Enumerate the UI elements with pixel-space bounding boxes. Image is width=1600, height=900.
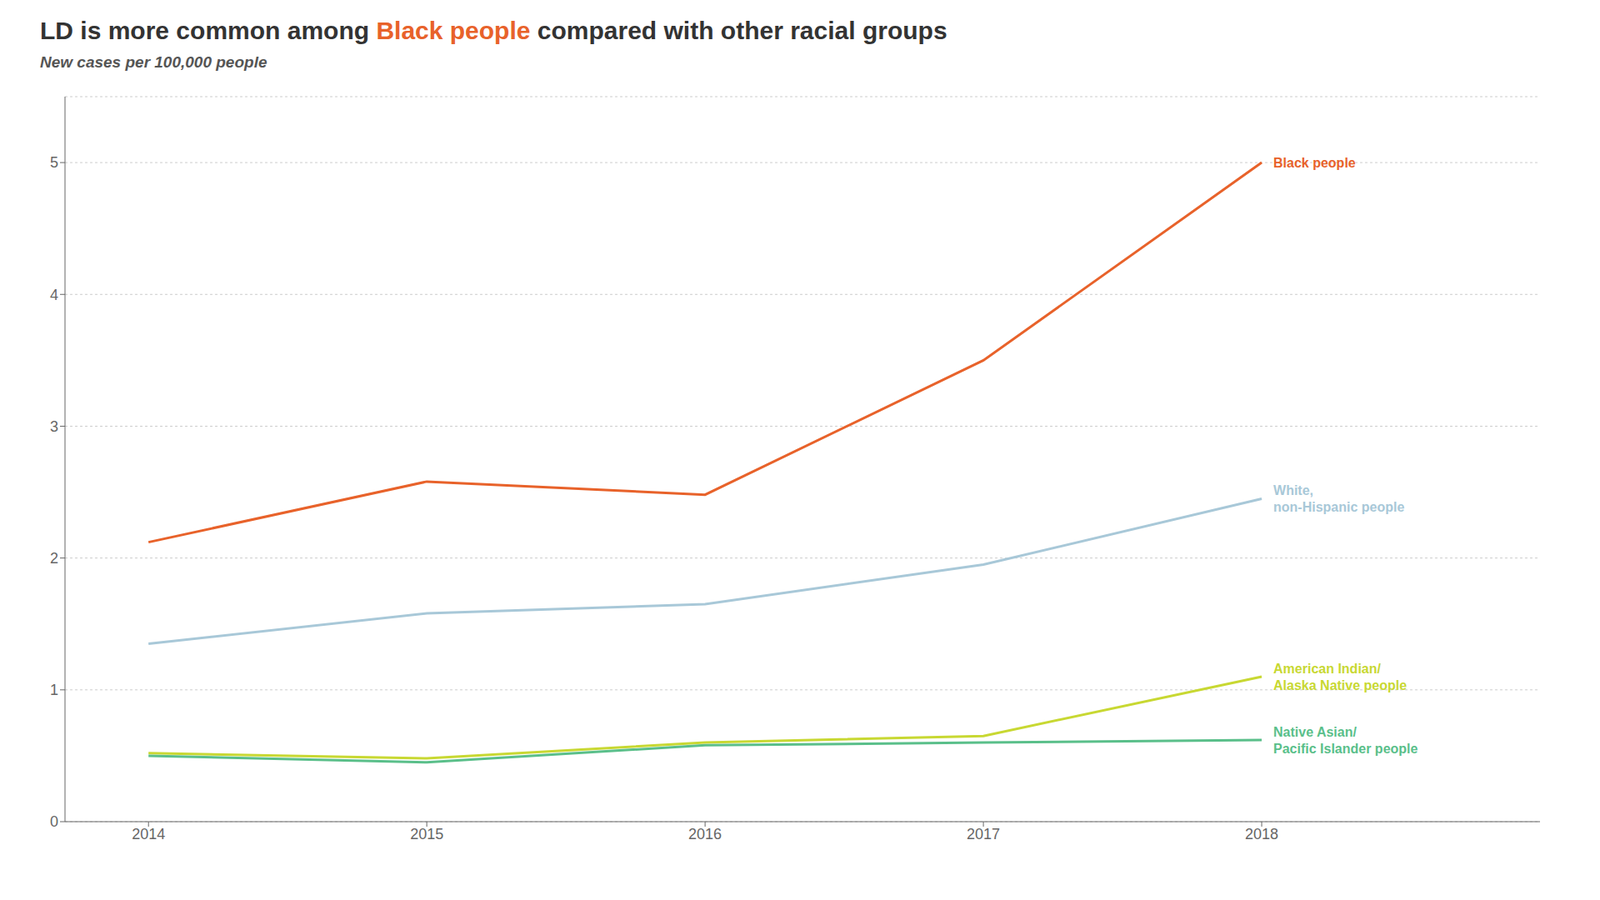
- svg-text:2018: 2018: [1245, 825, 1279, 843]
- svg-text:5: 5: [50, 154, 59, 171]
- html-text:LD is more common among Black: LD is more common among Black people com…: [40, 16, 948, 45]
- svg-text:Native Asian/Pacific Islander: Native Asian/Pacific Islander people: [1273, 724, 1419, 755]
- svg-text:White,non-Hispanic people: White,non-Hispanic people: [1273, 483, 1405, 515]
- svg-text:2014: 2014: [131, 825, 165, 843]
- svg-text:4: 4: [50, 286, 59, 304]
- svg-text:0: 0: [50, 813, 59, 830]
- svg-text:2017: 2017: [966, 825, 1000, 843]
- svg-text:2015: 2015: [410, 825, 444, 843]
- svg-text:2016: 2016: [688, 825, 722, 843]
- svg-text:3: 3: [50, 418, 59, 435]
- svg-text:Black people: Black people: [1273, 155, 1356, 170]
- html-text:New cases per 100,000 people: New cases per 100,000 people: [40, 53, 268, 71]
- svg-text:2: 2: [50, 550, 59, 567]
- svg-text:1: 1: [50, 681, 59, 699]
- svg-text:American Indian/Alaska Native: American Indian/Alaska Native people: [1273, 661, 1407, 693]
